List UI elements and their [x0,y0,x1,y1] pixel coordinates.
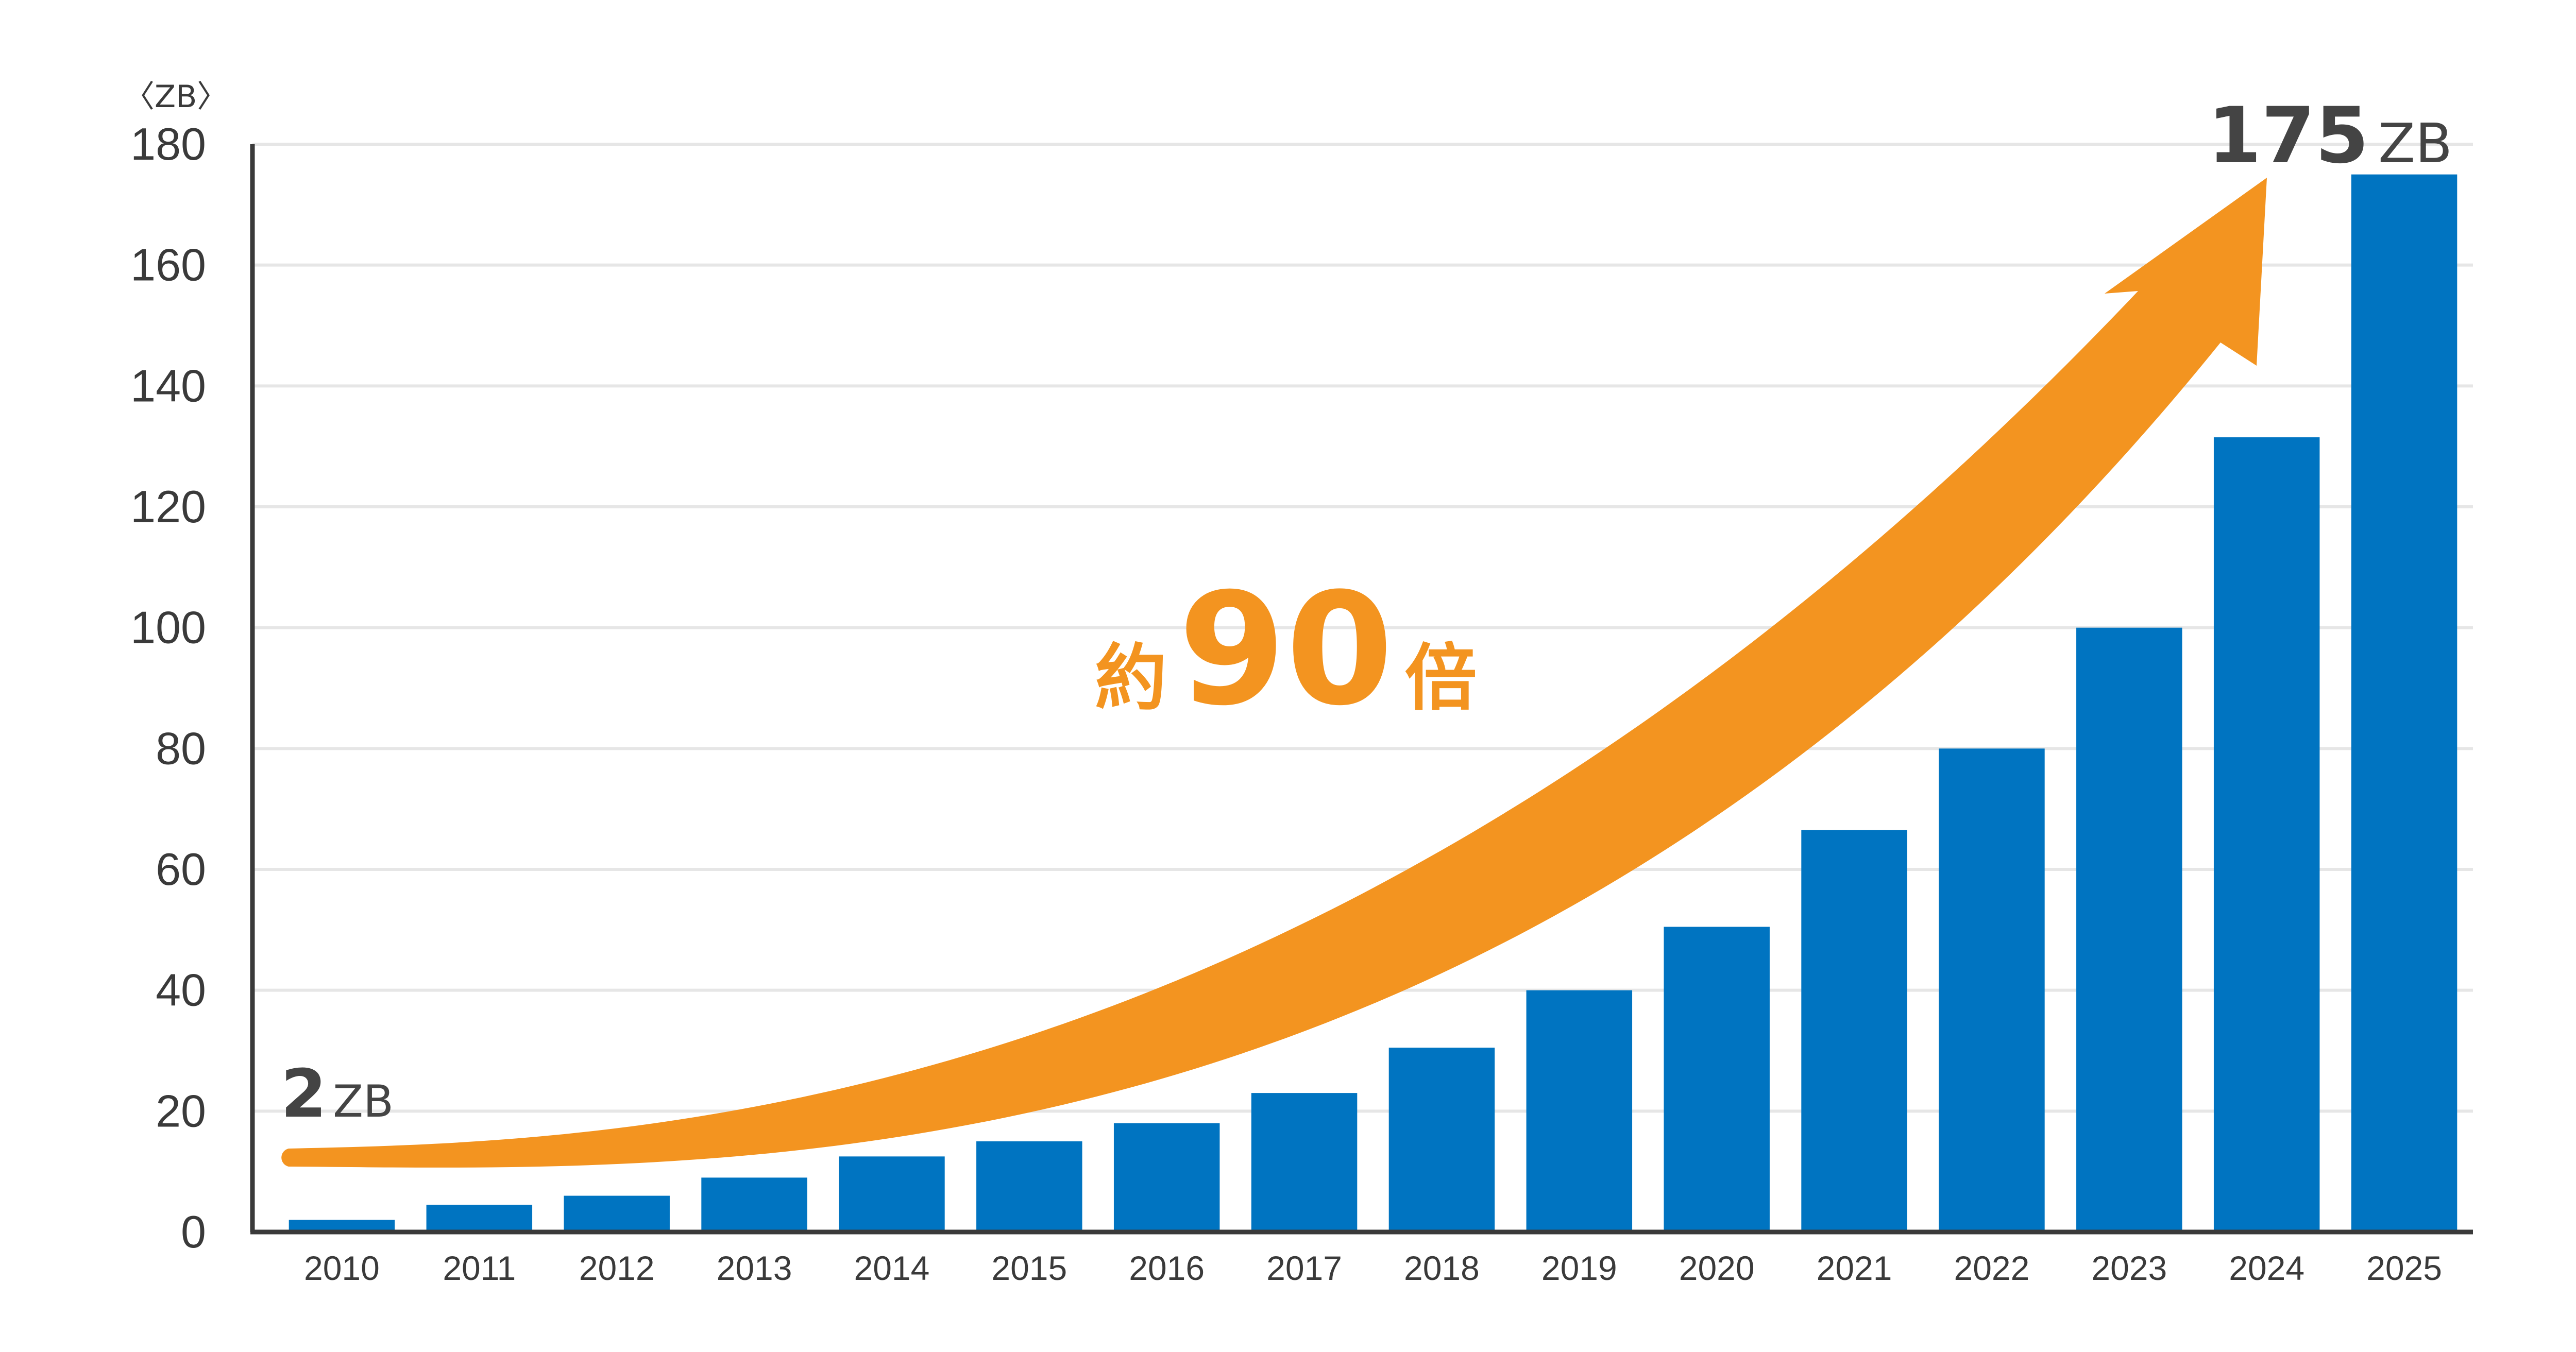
start-unit: ZB [333,1076,394,1127]
y-tick-label: 40 [156,965,206,1016]
x-tick-label: 2024 [2229,1249,2304,1287]
y-tick-labels: 0 20 40 60 80 100 120 140 160 180 [130,118,206,1257]
x-tick-label: 2017 [1266,1249,1342,1287]
growth-suffix: 倍 [1405,637,1477,721]
bar-2015 [976,1141,1082,1232]
growth-prefix: 約 [1095,637,1167,721]
bar-2017 [1251,1093,1358,1232]
x-tick-label: 2019 [1541,1249,1617,1287]
bar-2020 [1664,927,1770,1232]
bar-2013 [701,1177,807,1232]
bar-2021 [1801,830,1907,1232]
x-tick-label: 2023 [2091,1249,2167,1287]
axes [250,144,2473,1235]
growth-number: 90 [1178,560,1393,740]
bar-2022 [1939,748,2045,1232]
x-tick-label: 2022 [1954,1249,2030,1287]
end-unit: ZB [2378,112,2452,175]
x-tick-label: 2010 [304,1249,380,1287]
x-tick-label: 2012 [579,1249,655,1287]
x-tick-labels: 2010 2011 2012 2013 2014 2015 2016 2017 2018 2019… [304,1249,2442,1287]
bar-2011 [426,1205,533,1232]
x-tick-label: 2016 [1129,1249,1205,1287]
x-tick-label: 2014 [854,1249,930,1287]
bar-2010 [289,1220,395,1232]
bar-2016 [1113,1123,1220,1232]
x-tick-label: 2018 [1404,1249,1480,1287]
y-tick-label: 160 [130,239,206,290]
y-tick-label: 20 [156,1085,206,1136]
grid-lines [252,143,2473,1113]
y-tick-label: 80 [156,723,206,774]
end-value-annotation: 175 ZB [2208,91,2452,181]
start-value-annotation: 2 ZB [281,1056,394,1133]
start-value: 2 [281,1056,327,1133]
bar-2014 [839,1156,945,1232]
growth-multiplier-label: 約 90 倍 [1095,560,1477,740]
bar-2012 [564,1195,670,1232]
bar-2025 [2351,174,2458,1232]
x-tick-label: 2020 [1679,1249,1755,1287]
bar-2019 [1526,990,1633,1232]
y-tick-label: 180 [130,118,206,169]
x-tick-label: 2021 [1817,1249,1892,1287]
bar-2023 [2076,627,2182,1232]
y-tick-label: 140 [130,360,206,411]
y-tick-label: 60 [156,844,206,895]
x-tick-label: 2011 [443,1249,516,1287]
y-tick-label: 100 [130,602,206,653]
x-tick-label: 2013 [717,1249,792,1287]
growth-arrow-shape [281,178,2267,1168]
y-axis-unit-label: 〈ZB〉 [124,79,228,115]
y-tick-label: 0 [181,1206,206,1257]
x-tick-label: 2015 [991,1249,1067,1287]
y-tick-label: 120 [130,481,206,532]
x-tick-label: 2025 [2366,1249,2442,1287]
bar-2018 [1388,1048,1495,1232]
bars [289,174,2458,1232]
growth-arrow [281,178,2267,1168]
bar-2024 [2213,437,2320,1232]
end-value: 175 [2208,91,2369,181]
